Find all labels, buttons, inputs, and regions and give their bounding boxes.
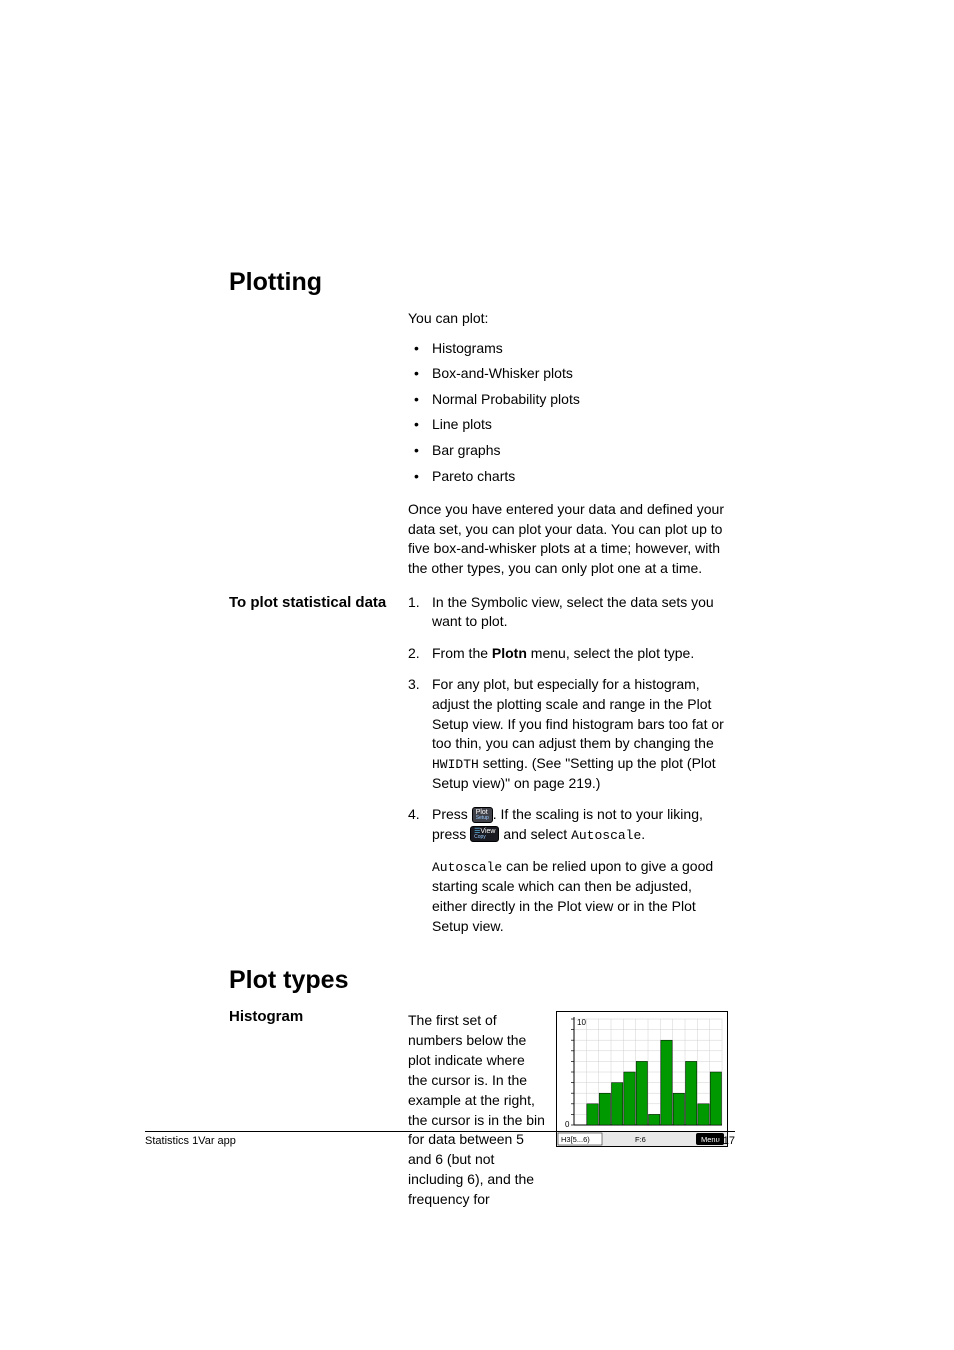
step-2: From the Plotn menu, select the plot typ…: [408, 644, 728, 664]
footer-page-number: 217: [717, 1135, 735, 1147]
histogram-paragraph: The first set of numbers below the plot …: [408, 1011, 556, 1210]
svg-text:10: 10: [577, 1018, 586, 1027]
plot-type-list: Histograms Box-and-Whisker plots Normal …: [408, 339, 728, 487]
step-3: For any plot, but especially for a histo…: [408, 675, 728, 793]
step-4: Press PlotSetup. If the scaling is not t…: [408, 805, 728, 845]
section-heading-plot-types: Plot types: [229, 966, 729, 995]
list-item: Pareto charts: [408, 467, 728, 487]
step-1: In the Symbolic view, select the data se…: [408, 593, 728, 632]
hwidth-code: HWIDTH: [432, 757, 479, 772]
list-item: Histograms: [408, 339, 728, 359]
step-3-text-a: For any plot, but especially for a histo…: [432, 676, 724, 751]
side-heading-plot-data: To plot statistical data: [229, 593, 408, 613]
autoscale-note: Autoscale can be relied upon to give a g…: [408, 857, 728, 936]
footer-app-name: Statistics 1Var app: [145, 1135, 236, 1147]
list-item: Box-and-Whisker plots: [408, 364, 728, 384]
list-item: Line plots: [408, 415, 728, 435]
step-2-plotn: Plotn: [492, 645, 527, 661]
intro-column: You can plot: Histograms Box-and-Whisker…: [408, 309, 728, 579]
step-4-text-a: Press: [432, 806, 472, 822]
intro-lead: You can plot:: [408, 309, 728, 329]
view-key-icon: ☰ViewCopy: [470, 826, 499, 842]
side-heading-histogram: Histogram: [229, 1007, 408, 1027]
plot-key-icon: PlotSetup: [472, 807, 493, 823]
list-item: Normal Probability plots: [408, 390, 728, 410]
section-heading-plotting: Plotting: [229, 268, 729, 297]
page-footer: Statistics 1Var app 217: [145, 1131, 735, 1147]
histogram-svg: 100H3[5...6)F:6Menu: [556, 1011, 728, 1147]
autoscale-code: Autoscale: [571, 828, 641, 843]
step-2-text-c: menu, select the plot type.: [527, 645, 694, 661]
step-4-text-c: and select: [499, 826, 571, 842]
step-4-text-d: .: [641, 826, 645, 842]
steps-column: In the Symbolic view, select the data se…: [408, 593, 728, 949]
intro-paragraph: Once you have entered your data and defi…: [408, 500, 728, 578]
svg-text:0: 0: [565, 1120, 570, 1129]
list-item: Bar graphs: [408, 441, 728, 461]
step-2-text-a: From the: [432, 645, 492, 661]
autoscale-code-2: Autoscale: [432, 860, 502, 875]
